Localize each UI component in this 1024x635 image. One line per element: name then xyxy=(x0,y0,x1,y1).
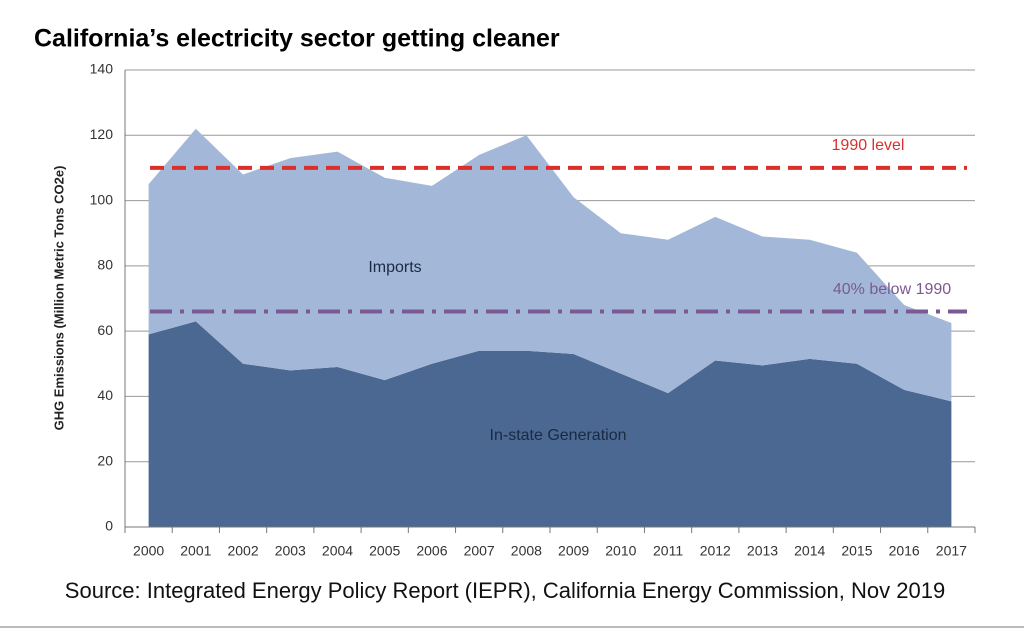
series-label: In-state Generation xyxy=(490,427,627,444)
x-tick-label: 2003 xyxy=(275,543,306,559)
x-tick-label: 2000 xyxy=(133,543,164,559)
y-tick-label: 100 xyxy=(90,191,114,207)
area xyxy=(148,128,952,402)
y-tick-label: 60 xyxy=(97,322,113,338)
x-tick-label: 2013 xyxy=(747,543,778,559)
x-tick-label: 2015 xyxy=(841,543,872,559)
y-tick-label: 20 xyxy=(97,452,113,468)
x-tick-label: 2016 xyxy=(889,543,920,559)
x-tick-label: 2005 xyxy=(369,543,400,559)
x-tick-label: 2009 xyxy=(558,543,589,559)
series-label: Imports xyxy=(368,259,421,276)
chart-title: California’s electricity sector getting … xyxy=(34,25,560,53)
reference-label: 1990 level xyxy=(832,137,905,154)
area xyxy=(148,321,952,527)
y-tick-label: 120 xyxy=(90,126,114,142)
y-tick-label: 40 xyxy=(97,387,113,403)
x-tick-label: 2007 xyxy=(464,543,495,559)
source-note: Source: Integrated Energy Policy Report … xyxy=(65,578,945,603)
x-tick-label: 2011 xyxy=(653,543,683,559)
x-tick-label: 2004 xyxy=(322,543,353,559)
reference-label: 40% below 1990 xyxy=(833,281,951,298)
x-tick-label: 2012 xyxy=(700,543,731,559)
x-tick-label: 2001 xyxy=(180,543,211,559)
y-tick-label: 80 xyxy=(97,257,113,273)
y-tick-label: 0 xyxy=(105,518,113,534)
x-tick-label: 2014 xyxy=(794,543,825,559)
x-tick-label: 2008 xyxy=(511,543,542,559)
x-tick-label: 2002 xyxy=(227,543,258,559)
y-axis-label: GHG Emissions (Million Metric Tons CO2e) xyxy=(51,166,66,431)
y-tick-label: 140 xyxy=(90,61,114,77)
x-tick-label: 2006 xyxy=(416,543,447,559)
x-tick-label: 2010 xyxy=(605,543,636,559)
x-tick-label: 2017 xyxy=(936,543,967,559)
